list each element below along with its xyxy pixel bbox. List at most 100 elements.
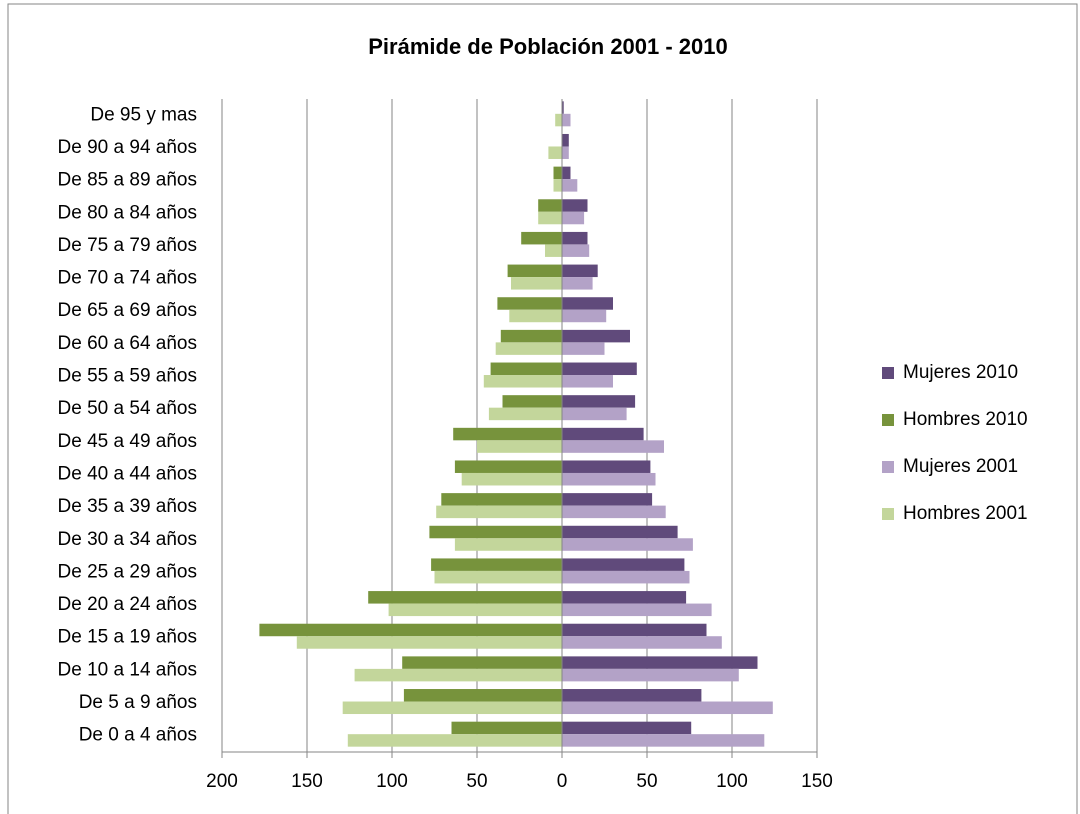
bar: [562, 101, 564, 114]
y-tick-label: De 10 a 14 años: [58, 659, 197, 680]
bar: [562, 460, 651, 473]
bar: [562, 309, 607, 323]
legend-swatch: [882, 367, 894, 379]
y-tick-label: De 95 y mas: [90, 104, 197, 125]
bar: [453, 427, 562, 441]
y-tick-label: De 70 a 74 años: [58, 268, 197, 289]
bar: [509, 309, 562, 323]
bar: [403, 689, 562, 702]
bar: [451, 721, 562, 735]
bar: [507, 264, 562, 278]
chart-title: Pirámide de Población 2001 - 2010: [368, 34, 728, 59]
y-tick-label: De 40 a 44 años: [58, 463, 197, 484]
x-tick-label: 50: [636, 771, 657, 792]
legend-label: Hombres 2010: [903, 409, 1028, 430]
x-tick-label: 100: [376, 771, 408, 792]
bar: [511, 277, 562, 290]
bar: [555, 113, 562, 127]
bar: [477, 440, 562, 453]
x-tick-label: 100: [716, 771, 748, 792]
bar: [436, 505, 562, 519]
x-tick-label: 150: [801, 771, 833, 792]
bar: [562, 440, 664, 453]
bar: [429, 525, 562, 539]
y-tick-label: De 65 a 69 años: [58, 300, 197, 321]
bar: [483, 375, 562, 388]
y-tick-label: De 50 a 54 años: [58, 398, 197, 419]
x-tick-label: 150: [291, 771, 323, 792]
y-tick-label: De 85 a 89 años: [58, 170, 197, 191]
bar: [553, 179, 562, 192]
bar: [454, 538, 562, 551]
bar: [562, 133, 569, 147]
bar: [562, 199, 588, 212]
y-tick-label: De 60 a 64 años: [58, 333, 197, 354]
bar: [562, 689, 702, 702]
bar: [342, 701, 562, 715]
bar: [354, 668, 562, 682]
legend-label: Mujeres 2001: [903, 456, 1018, 477]
bar: [562, 166, 571, 180]
bar: [562, 525, 678, 539]
bar: [347, 734, 562, 747]
y-tick-label: De 75 a 79 años: [58, 235, 197, 256]
bar: [562, 329, 630, 343]
bar: [434, 570, 562, 584]
legend-label: Hombres 2001: [903, 503, 1028, 524]
bar: [562, 395, 636, 408]
bar: [553, 166, 562, 180]
bar: [562, 113, 571, 127]
bar: [562, 244, 590, 257]
bar: [500, 329, 562, 343]
legend-swatch: [882, 414, 894, 426]
bar: [488, 407, 562, 421]
bar: [562, 623, 707, 637]
bar: [562, 427, 644, 441]
bar: [497, 297, 562, 310]
bar: [562, 603, 712, 617]
bar: [388, 603, 562, 617]
x-tick-label: 50: [466, 771, 487, 792]
bar: [562, 668, 739, 682]
legend-label: Mujeres 2010: [903, 362, 1018, 383]
bar: [562, 342, 605, 355]
bar: [562, 591, 687, 604]
y-tick-label: De 5 a 9 años: [79, 692, 197, 713]
bar: [490, 362, 562, 376]
y-tick-label: De 45 a 49 años: [58, 431, 197, 452]
bar: [454, 460, 562, 473]
bar: [562, 231, 588, 245]
bar: [562, 277, 593, 290]
bar: [562, 538, 693, 551]
bar: [538, 199, 562, 212]
bar: [562, 721, 692, 735]
bar: [562, 297, 613, 310]
bar: [538, 211, 562, 225]
bar: [562, 264, 598, 278]
bar: [562, 493, 653, 506]
y-tick-label: De 30 a 34 años: [58, 529, 197, 550]
y-tick-label: De 80 a 84 años: [58, 202, 197, 223]
bar: [562, 211, 585, 225]
bar: [562, 375, 613, 388]
bar: [562, 179, 578, 192]
bar: [296, 636, 562, 649]
bar: [521, 231, 562, 245]
bar: [562, 734, 765, 747]
x-tick-label: 200: [206, 771, 238, 792]
x-tick-label: 0: [557, 771, 568, 792]
bar: [562, 362, 637, 376]
bar: [431, 558, 562, 571]
bar: [502, 395, 562, 408]
y-tick-label: De 55 a 59 años: [58, 366, 197, 387]
bar: [548, 146, 562, 159]
bar: [402, 656, 562, 669]
bar: [562, 146, 569, 159]
bar: [562, 570, 690, 584]
y-tick-label: De 15 a 19 años: [58, 627, 197, 648]
bar: [562, 636, 722, 649]
y-tick-label: De 0 a 4 años: [79, 725, 197, 746]
bar: [259, 623, 562, 637]
bar: [545, 244, 562, 257]
